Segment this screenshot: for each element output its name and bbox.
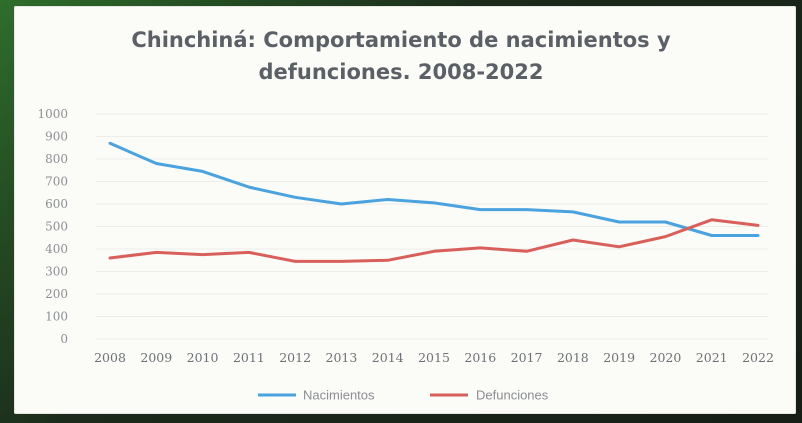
chart-title-line-2: defunciones. 2008-2022 — [258, 60, 544, 84]
y-tick-label: 100 — [45, 310, 68, 324]
y-tick-label: 0 — [60, 332, 68, 346]
y-tick-label: 600 — [45, 197, 68, 211]
x-tick-label: 2020 — [650, 350, 682, 365]
y-tick-label: 900 — [45, 130, 68, 144]
x-tick-label: 2015 — [418, 350, 450, 365]
x-tick-label: 2008 — [94, 350, 126, 365]
series-line-defunciones — [108, 218, 760, 263]
y-tick-label: 500 — [45, 220, 68, 234]
y-tick-label: 1000 — [37, 107, 68, 121]
chart-title-line-1: Chinchiná: Comportamiento de nacimientos… — [131, 28, 671, 52]
legend: Nacimientos Defunciones — [258, 388, 549, 403]
chart-title: Chinchiná: Comportamiento de nacimientos… — [0, 24, 802, 88]
x-tick-label: 2021 — [696, 350, 728, 365]
x-tick-label: 2016 — [464, 350, 496, 365]
series-lines — [108, 141, 760, 263]
gridlines — [96, 113, 768, 340]
x-tick-label: 2009 — [140, 350, 172, 365]
legend-label-nacimientos: Nacimientos — [303, 388, 375, 403]
y-axis-ticks: 0 100 200 300 400 500 600 700 800 900 1000 — [37, 107, 68, 346]
x-axis-ticks: 2008 2009 2010 2011 2012 2013 2014 2015 2016 2017… — [94, 350, 774, 365]
x-tick-label: 2018 — [557, 350, 589, 365]
x-tick-label: 2014 — [372, 350, 404, 365]
y-tick-label: 300 — [45, 265, 68, 279]
series-line-nacimientos — [108, 141, 760, 237]
x-tick-label: 2010 — [187, 350, 219, 365]
x-tick-label: 2017 — [511, 350, 543, 365]
y-tick-label: 400 — [45, 242, 68, 256]
legend-label-defunciones: Defunciones — [476, 388, 549, 403]
x-tick-label: 2012 — [279, 350, 311, 365]
y-tick-label: 700 — [45, 175, 68, 189]
x-tick-label: 2022 — [742, 350, 774, 365]
y-tick-label: 800 — [45, 152, 68, 166]
x-tick-label: 2013 — [326, 350, 358, 365]
y-tick-label: 200 — [45, 287, 68, 301]
chart-frame — [14, 6, 796, 414]
x-tick-label: 2011 — [233, 350, 265, 365]
x-tick-label: 2019 — [603, 350, 635, 365]
